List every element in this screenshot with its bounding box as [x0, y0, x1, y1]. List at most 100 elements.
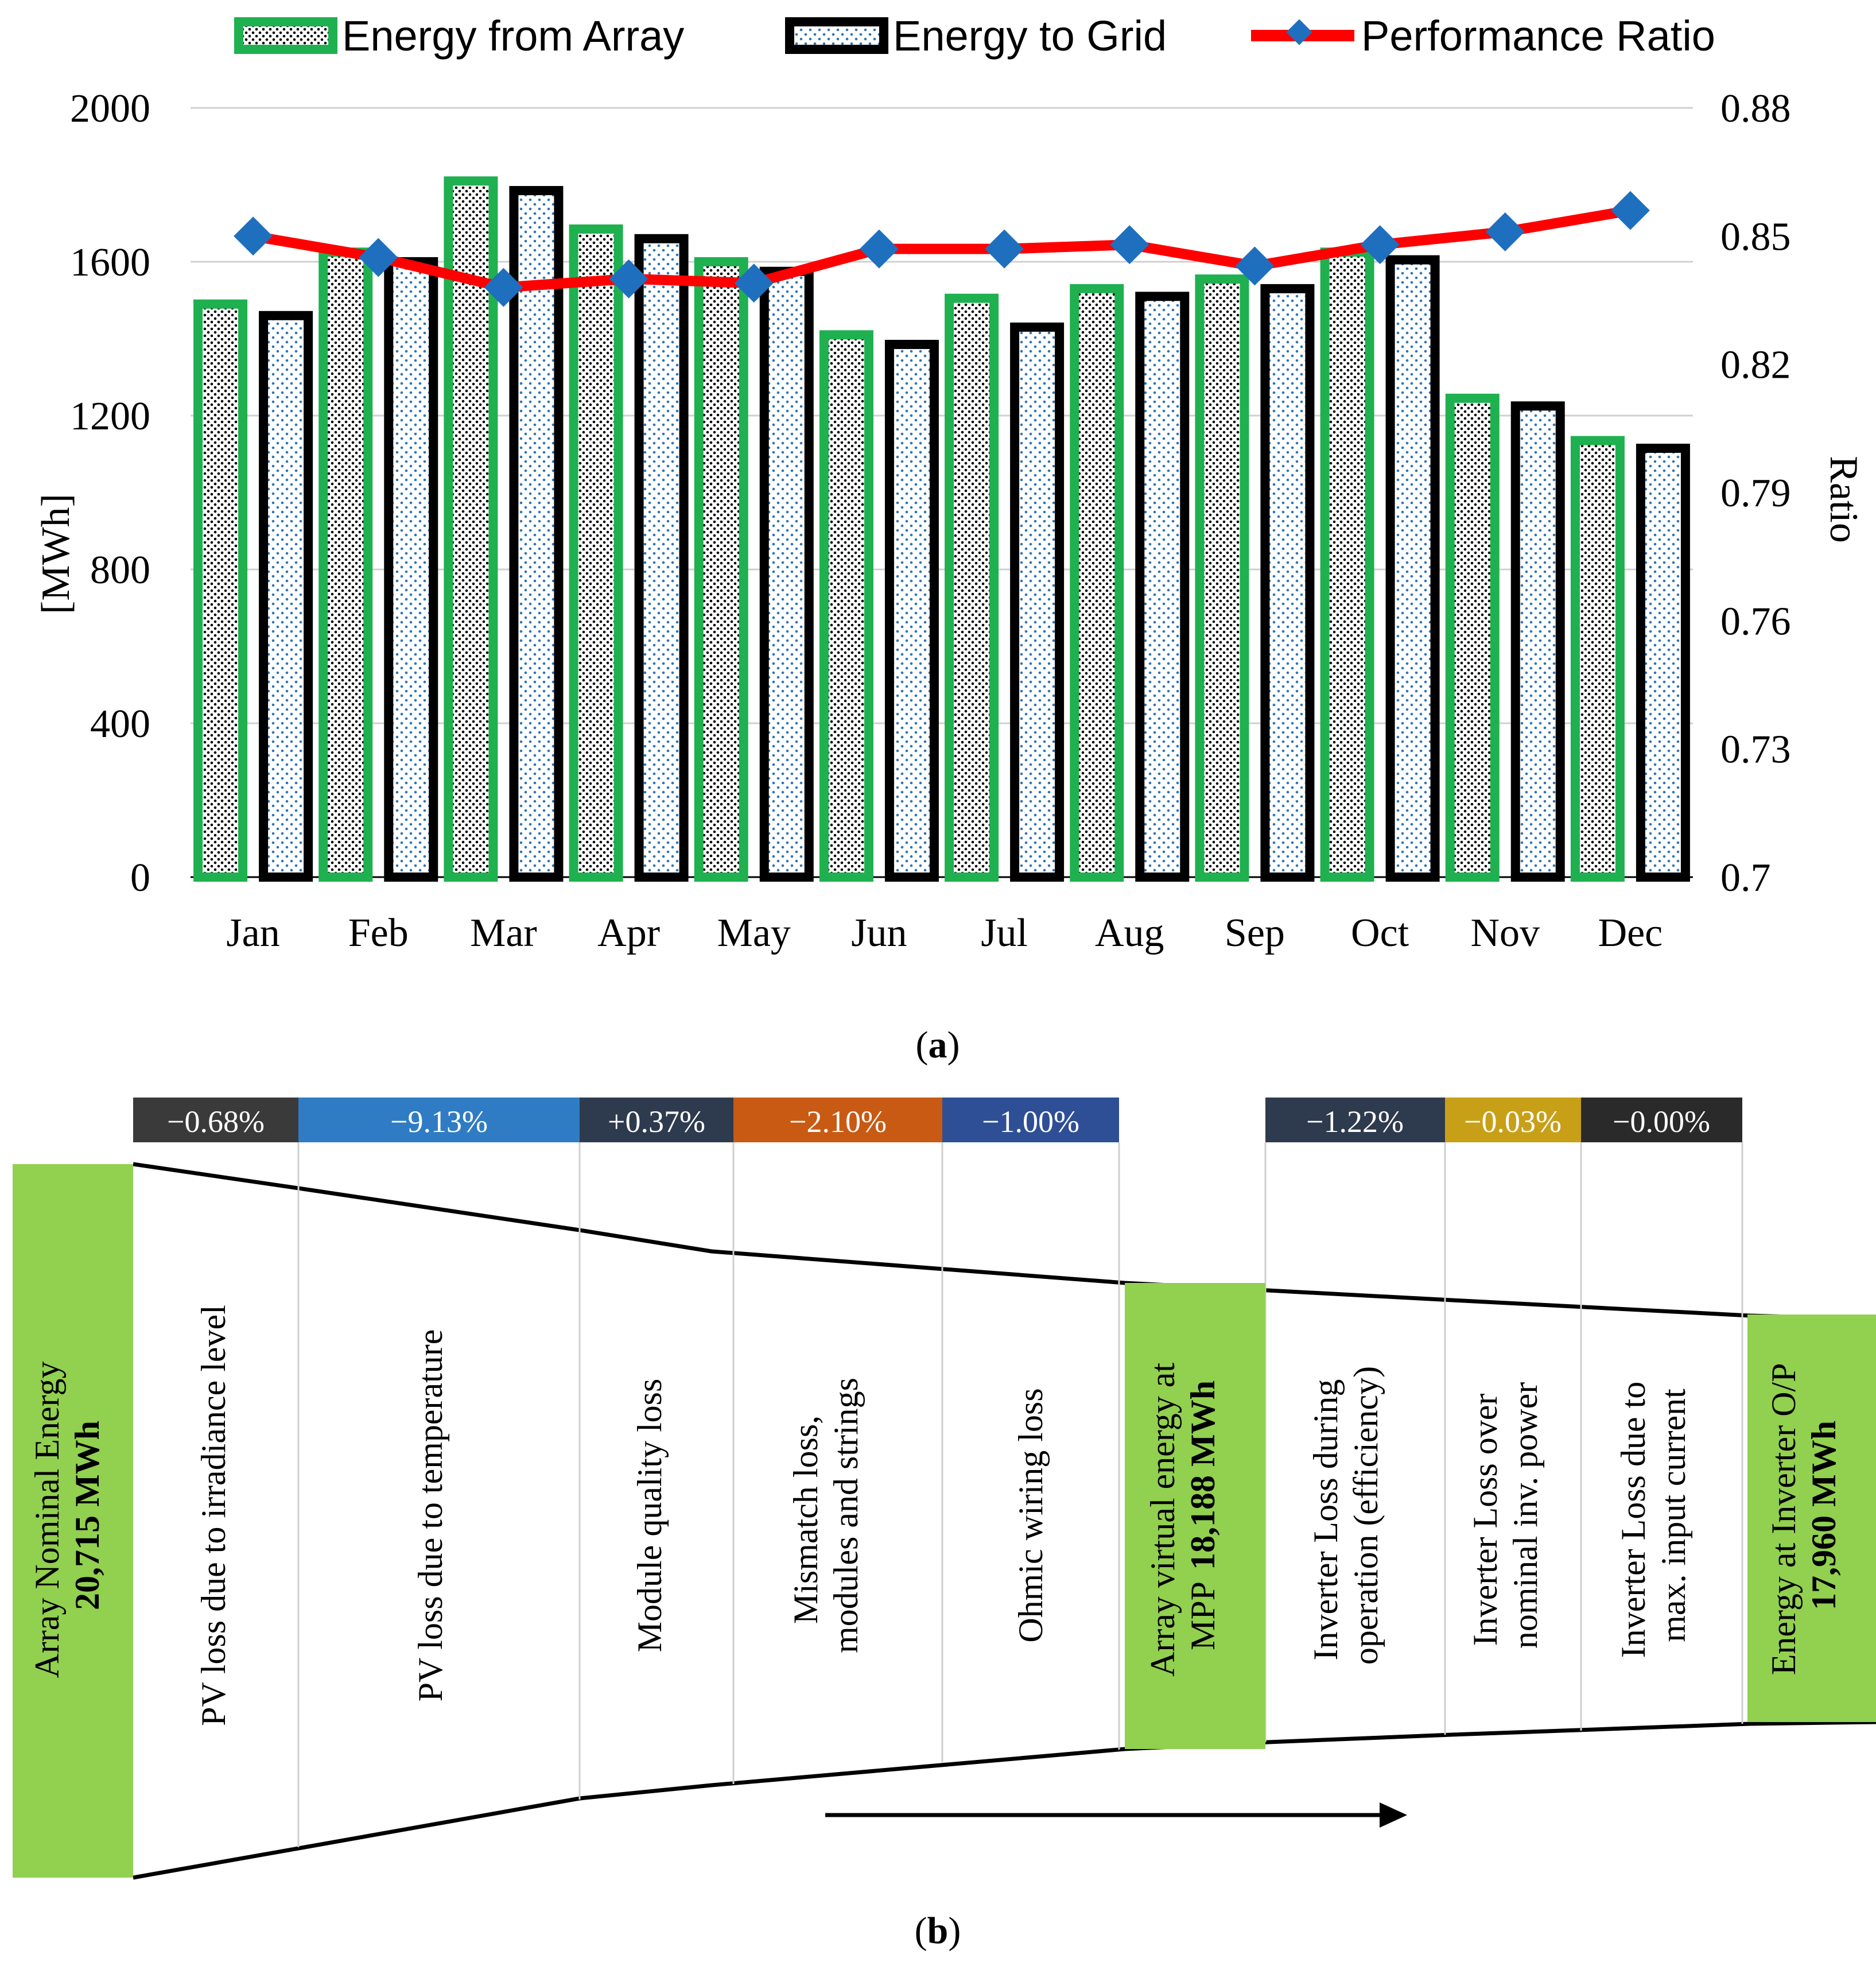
- y-axis-label: [MWh]: [34, 494, 78, 614]
- ytick-label-2: 800: [90, 548, 150, 592]
- y2-axis-label: Ratio: [1821, 456, 1866, 543]
- stage-label-array-nominal-value: 20,715 MWh: [68, 1421, 106, 1610]
- xtick-label-aug: Aug: [1095, 911, 1164, 955]
- bar-array-jul: [945, 293, 999, 882]
- node-inverter-output: [1747, 1315, 1876, 1722]
- bar-grid-jun: [884, 340, 939, 882]
- stage-label-array-nominal: Array Nominal Energy 20,715 MWh: [28, 1352, 106, 1678]
- ytick-label-0: 0: [130, 856, 150, 900]
- ytick-label-1: 400: [90, 702, 150, 746]
- bar-array-feb: [319, 247, 373, 882]
- xtick-label-mar: Mar: [470, 911, 537, 955]
- performance-ratio-series: [234, 191, 1650, 307]
- ytick-label-3: 1200: [70, 394, 150, 439]
- xtick-label-apr: Apr: [597, 911, 660, 955]
- pct-box-2-label: −9.13%: [390, 1104, 488, 1139]
- pr-marker-feb: [359, 238, 398, 277]
- pct-box-6-bg: [1265, 1098, 1445, 1142]
- pct-box-7: −0.03%: [1445, 1098, 1581, 1142]
- column-dividers: [297, 1142, 1743, 1847]
- pct-box-1-bg: [133, 1098, 298, 1142]
- bar-grid-sep: [1260, 284, 1315, 882]
- stage-label-mismatch-line1: Mismatch loss,: [787, 1416, 825, 1624]
- pr-marker-jun: [859, 229, 899, 269]
- caption-a: (a): [916, 1024, 960, 1066]
- pct-box-1: −0.68%: [133, 1098, 298, 1142]
- stage-label-inverter-current: Inverter Loss due to max. input current: [1614, 1373, 1692, 1658]
- bar-grid-mar: [509, 186, 564, 882]
- stage-label-inverter-nominal-line2: nominal inv. power: [1506, 1382, 1544, 1649]
- pr-marker-sep: [1235, 246, 1275, 286]
- caption-b-letter: b: [927, 1910, 949, 1952]
- pr-marker-aug: [1110, 225, 1149, 265]
- stage-label-array-virtual-mpp: MPP: [1184, 1581, 1222, 1650]
- stage-label-ohmic-line1: Ohmic wiring loss: [1012, 1388, 1050, 1642]
- pct-box-4: −2.10%: [733, 1098, 942, 1142]
- node-array-virtual-mpp: [1125, 1283, 1265, 1749]
- stage-label-temperature: PV loss due to temperature: [411, 1329, 449, 1702]
- pr-marker-may: [734, 263, 774, 303]
- pr-marker-oct: [1360, 225, 1400, 265]
- stage-label-inverter-nominal-line1: Inverter Loss over: [1466, 1394, 1504, 1646]
- stage-label-array-virtual-line1: Array virtual energy at: [1144, 1363, 1182, 1677]
- bar-array-apr: [569, 224, 623, 882]
- pr-line: [252, 205, 1632, 293]
- stage-label-inverter-output: Energy at Inverter O/P 17,960 MWh: [1765, 1356, 1843, 1676]
- stage-label-inverter-efficiency: Inverter Loss during operation (efficien…: [1307, 1366, 1385, 1665]
- node-array-nominal: [13, 1164, 133, 1878]
- stage-label-inverter-current-line2: max. input current: [1654, 1389, 1692, 1642]
- pct-box-3-label: +0.37%: [608, 1104, 705, 1139]
- pr-marker-nov: [1485, 212, 1525, 251]
- pr-marker-jul: [985, 229, 1024, 269]
- stage-label-mismatch-line2: modules and strings: [827, 1378, 865, 1653]
- bar-grid-apr: [634, 234, 689, 882]
- legend: Energy from Array Energy to Grid Perform…: [234, 12, 1715, 60]
- stage-label-module-quality-line1: Module quality loss: [631, 1379, 669, 1653]
- pr-marker-dec: [1610, 191, 1650, 230]
- panel-a: 0 400 800 1200 1600 2000 0.7 0.73 0.76 0.79 0.82 0.…: [34, 12, 1866, 1066]
- bar-array-dec: [1570, 436, 1625, 882]
- y2tick-label-3: 0.79: [1720, 471, 1791, 515]
- stage-label-inverter-efficiency-line2: operation (efficiency): [1347, 1366, 1385, 1665]
- xtick-label-jun: Jun: [851, 911, 907, 955]
- bar-array-jun: [819, 330, 873, 882]
- legend-item-pr: Performance Ratio: [1251, 12, 1715, 60]
- stage-label-inverter-current-line1: Inverter Loss due to: [1614, 1382, 1652, 1658]
- pct-box-8-bg: [1581, 1098, 1742, 1142]
- pr-marker-jan: [234, 216, 273, 256]
- pct-box-8: −0.00%: [1581, 1098, 1742, 1142]
- stage-label-array-nominal-line1: Array Nominal Energy: [28, 1361, 66, 1678]
- panel-b: −0.68% −9.13% +0.37% −2.10% −1.00% −1.22…: [13, 1098, 1876, 1952]
- pr-marker-apr: [609, 259, 648, 298]
- legend-label-grid: Energy to Grid: [893, 12, 1167, 60]
- pct-box-4-label: −2.10%: [789, 1104, 887, 1139]
- legend-swatch-array: [234, 17, 337, 54]
- xtick-label-sep: Sep: [1225, 911, 1285, 955]
- bar-grid-jul: [1010, 322, 1065, 882]
- pct-box-5-bg: [942, 1098, 1119, 1142]
- stage-label-array-virtual: Array virtual energy at MPP 18,188 MWh: [1144, 1354, 1222, 1677]
- pct-box-3: +0.37%: [580, 1098, 733, 1142]
- flow-arrow-head: [1380, 1802, 1407, 1828]
- stage-label-inverter-output-value: 17,960 MWh: [1805, 1421, 1843, 1610]
- pct-box-6: −1.22%: [1265, 1098, 1445, 1142]
- stage-label-inverter-output-line1: Energy at Inverter O/P: [1765, 1364, 1803, 1676]
- pct-box-1-label: −0.68%: [167, 1104, 265, 1139]
- legend-label-array: Energy from Array: [342, 12, 684, 60]
- xtick-label-oct: Oct: [1351, 911, 1409, 955]
- pct-box-6-label: −1.22%: [1306, 1104, 1404, 1139]
- bar-array-oct: [1320, 247, 1374, 882]
- legend-item-grid: Energy to Grid: [785, 12, 1167, 60]
- stage-label-irradiance-line1: PV loss due to irradiance level: [195, 1305, 232, 1726]
- stage-label-temperature-line1: PV loss due to temperature: [411, 1329, 449, 1702]
- pct-box-8-label: −0.00%: [1613, 1104, 1710, 1139]
- bar-array-sep: [1195, 274, 1249, 882]
- legend-item-array: Energy from Array: [234, 12, 684, 60]
- stage-label-ohmic: Ohmic wiring loss: [1012, 1388, 1050, 1642]
- caption-a-letter: a: [929, 1024, 947, 1066]
- pct-box-7-bg: [1445, 1098, 1581, 1142]
- xtick-label-nov: Nov: [1470, 911, 1540, 955]
- stage-label-mismatch: Mismatch loss, modules and strings: [787, 1378, 865, 1653]
